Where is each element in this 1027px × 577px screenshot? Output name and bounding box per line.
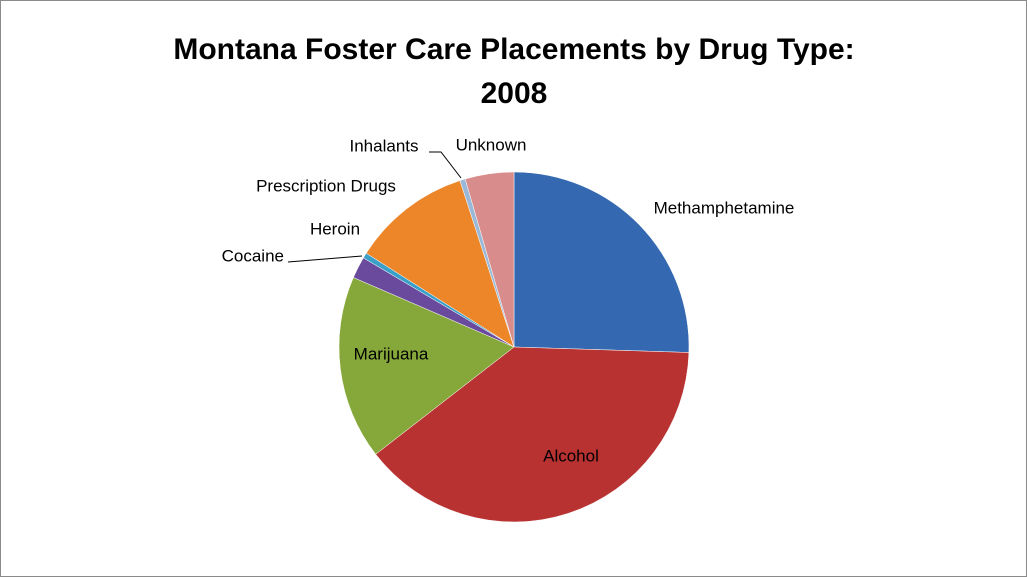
slice-label: Marijuana bbox=[354, 344, 429, 363]
chart-title: Montana Foster Care Placements by Drug T… bbox=[173, 33, 854, 66]
slice-label: Alcohol bbox=[543, 446, 599, 465]
chart-title: 2008 bbox=[481, 77, 548, 110]
slice-label: Prescription Drugs bbox=[256, 176, 396, 195]
pie-slice bbox=[513, 171, 690, 353]
pie-slice bbox=[365, 180, 515, 348]
leader-line bbox=[287, 255, 363, 263]
pie-slice bbox=[338, 277, 515, 455]
slice-label: Inhalants bbox=[350, 136, 419, 155]
slice-label: Unknown bbox=[456, 135, 527, 154]
leader-line bbox=[429, 151, 462, 179]
slice-label: Heroin bbox=[310, 219, 360, 238]
pie-slice bbox=[464, 171, 515, 348]
slice-label: Methamphetamine bbox=[654, 198, 795, 217]
slice-label: Cocaine bbox=[222, 246, 284, 265]
pie bbox=[338, 171, 690, 523]
pie-slice bbox=[375, 346, 690, 523]
